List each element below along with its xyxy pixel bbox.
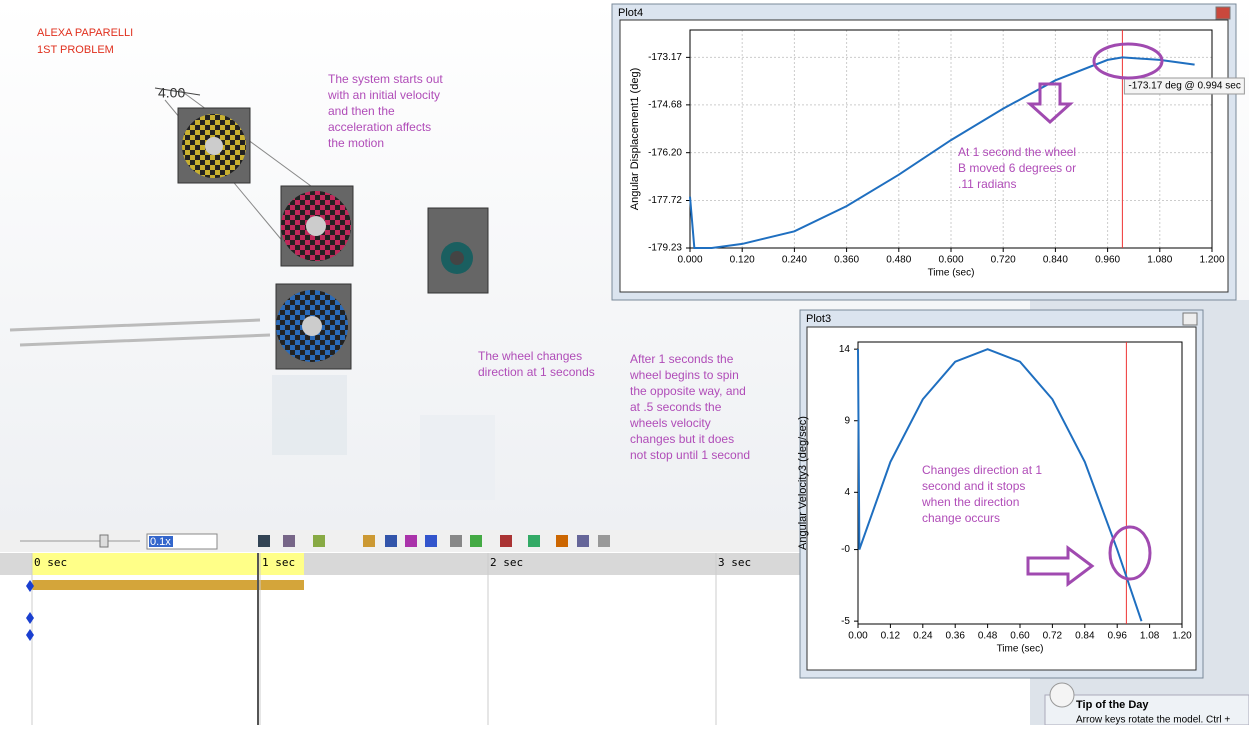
window-title: Plot3 bbox=[806, 313, 831, 325]
slider-thumb[interactable] bbox=[100, 535, 108, 547]
chart-area bbox=[620, 20, 1228, 292]
annotation: wheel begins to spin bbox=[629, 368, 739, 382]
annotation: with an initial velocity bbox=[327, 88, 440, 102]
annotation: .11 radians bbox=[958, 177, 1016, 191]
annotation: B moved 6 degrees or bbox=[958, 161, 1076, 175]
annotation: the opposite way, and bbox=[630, 384, 746, 398]
annotation: and then the bbox=[328, 104, 395, 118]
annotation: change occurs bbox=[922, 511, 1000, 525]
plot-window[interactable]: Plot3 0.00 0.12 0.24 0.36 0.48 0.60 0.72 0.84 0.9… bbox=[797, 310, 1203, 678]
x-tick-label: 0.480 bbox=[886, 255, 911, 266]
x-axis-label: Time (sec) bbox=[928, 268, 975, 279]
annotation: At 1 second the wheel bbox=[958, 145, 1076, 159]
x-tick-label: 0.36 bbox=[945, 631, 965, 642]
annotation: acceleration affects bbox=[328, 120, 431, 134]
annotation: changes but it does bbox=[630, 432, 734, 446]
x-tick-label: 1.20 bbox=[1172, 631, 1192, 642]
y-tick-label: -173.17 bbox=[648, 52, 682, 63]
ruler-label: 3 sec bbox=[718, 556, 751, 569]
x-tick-label: 1.080 bbox=[1147, 255, 1172, 266]
speed: 0.1x bbox=[150, 536, 171, 548]
x-tick-label: 0.60 bbox=[1010, 631, 1030, 642]
x-tick-label: 0.12 bbox=[881, 631, 901, 642]
x-tick-label: 0.960 bbox=[1095, 255, 1120, 266]
y-tick-label: 4 bbox=[844, 487, 850, 498]
y-tick-label: -5 bbox=[841, 616, 850, 627]
ruler-label: 1 sec bbox=[262, 556, 295, 569]
annotation: After 1 seconds the bbox=[630, 352, 734, 366]
annotation: The system starts out bbox=[328, 72, 443, 86]
annotation: when the direction bbox=[921, 495, 1019, 509]
annotation: wheels velocity bbox=[629, 416, 711, 430]
x-tick-label: 0.84 bbox=[1075, 631, 1095, 642]
annotation: the motion bbox=[328, 136, 384, 150]
y-tick-label: -0 bbox=[841, 544, 850, 555]
tip-text: Arrow keys rotate the model. Ctrl + bbox=[1076, 715, 1230, 725]
y-tick-label: -174.68 bbox=[648, 100, 682, 111]
ruler-label: 2 sec bbox=[490, 556, 523, 569]
x-tick-label: 1.08 bbox=[1140, 631, 1160, 642]
x-tick-label: 0.120 bbox=[730, 255, 755, 266]
y-axis-label: Angular Velocity3 (deg/sec) bbox=[797, 416, 809, 550]
tooltip: -173.17 deg @ 0.994 sec bbox=[1128, 81, 1240, 92]
annotation: at .5 seconds the bbox=[630, 400, 722, 414]
annotation: not stop until 1 second bbox=[630, 448, 750, 462]
tip-title: Tip of the Day bbox=[1076, 699, 1149, 711]
author: ALEXA PAPARELLI bbox=[37, 27, 133, 39]
x-tick-label: 0.840 bbox=[1043, 255, 1068, 266]
y-tick-label: 14 bbox=[839, 344, 851, 355]
x-tick-label: 0.600 bbox=[938, 255, 963, 266]
dimension: 4.00 bbox=[158, 85, 185, 101]
x-tick-label: 0.96 bbox=[1107, 631, 1127, 642]
y-tick-label: 9 bbox=[844, 415, 850, 426]
annotation: The wheel changes bbox=[478, 349, 582, 363]
problem: 1ST PROBLEM bbox=[37, 44, 114, 56]
annotation: second and it stops bbox=[922, 479, 1025, 493]
close-button[interactable] bbox=[1183, 313, 1197, 325]
x-tick-label: 1.200 bbox=[1199, 255, 1224, 266]
x-tick-label: 0.720 bbox=[991, 255, 1016, 266]
x-tick-label: 0.360 bbox=[834, 255, 859, 266]
y-tick-label: -176.20 bbox=[648, 147, 682, 158]
y-tick-label: -179.23 bbox=[648, 243, 682, 254]
bulb bbox=[1050, 683, 1074, 707]
x-tick-label: 0.48 bbox=[978, 631, 998, 642]
annotation: Changes direction at 1 bbox=[922, 463, 1042, 477]
screen: ALEXA PAPARELLI 1ST PROBLEM 4.00 The sys… bbox=[0, 0, 1249, 725]
window-title: Plot4 bbox=[618, 7, 643, 19]
x-axis-label: Time (sec) bbox=[997, 644, 1044, 655]
x-tick-label: 0.000 bbox=[677, 255, 702, 266]
x-tick-label: 0.240 bbox=[782, 255, 807, 266]
annotation: direction at 1 seconds bbox=[478, 365, 595, 379]
x-tick-label: 0.00 bbox=[848, 631, 868, 642]
x-tick-label: 0.24 bbox=[913, 631, 933, 642]
key-bar bbox=[32, 580, 304, 590]
x-tick-label: 0.72 bbox=[1043, 631, 1063, 642]
y-axis-label: Angular Displacement1 (deg) bbox=[629, 68, 641, 210]
close-button[interactable] bbox=[1216, 7, 1230, 19]
page: {"doc":{"author":"ALEXA PAPARELLI","prob… bbox=[0, 0, 1249, 725]
ruler-label: 0 sec bbox=[34, 556, 67, 569]
y-tick-label: -177.72 bbox=[648, 195, 682, 206]
